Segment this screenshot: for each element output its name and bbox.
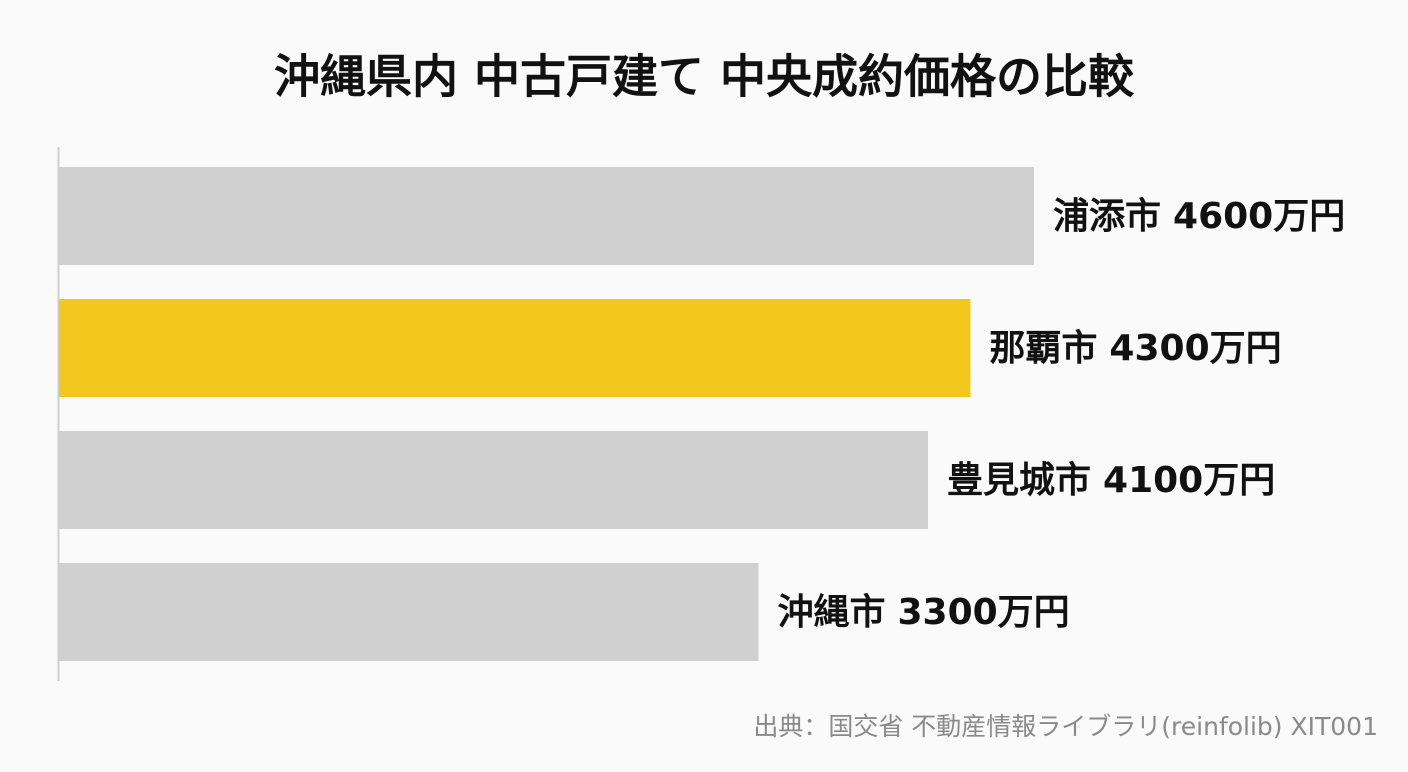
- category-label: 浦添市: [1053, 196, 1161, 237]
- value-label: 4600万円: [1173, 196, 1345, 237]
- bar: [59, 299, 971, 397]
- value-label: 4300万円: [1109, 328, 1281, 369]
- value-label: 4100万円: [1103, 460, 1275, 501]
- bar-label: 沖縄市 3300万円: [777, 592, 1069, 633]
- bar-label: 浦添市 4600万円: [1053, 196, 1345, 237]
- bar: [59, 431, 929, 529]
- category-label: 沖縄市: [777, 592, 885, 633]
- category-label: 豊見城市: [947, 460, 1091, 501]
- bar: [59, 167, 1034, 265]
- chart-title: 沖縄県内 中古戸建て 中央成約価格の比較: [274, 50, 1135, 104]
- bar-label: 豊見城市 4100万円: [947, 460, 1275, 501]
- bar: [59, 563, 759, 661]
- value-label: 3300万円: [897, 592, 1069, 633]
- category-label: 那覇市: [989, 328, 1097, 369]
- bar-label: 那覇市 4300万円: [989, 328, 1281, 369]
- source-note: 出典：国交省 不動産情報ライブラリ(reinfolib) XIT001: [753, 712, 1378, 741]
